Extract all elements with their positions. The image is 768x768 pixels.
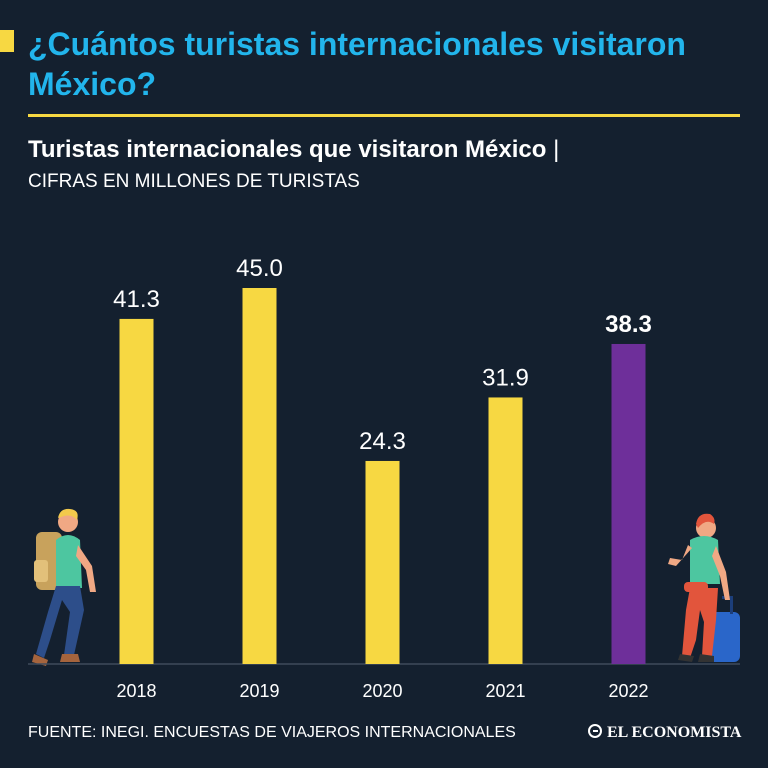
- headline: ¿Cuántos turistas internacionales visita…: [28, 26, 686, 102]
- bar-2018: [119, 318, 154, 664]
- brand-mark-icon: [588, 724, 602, 738]
- bar-2019: [242, 288, 277, 664]
- footer-source: FUENTE: INEGI. ENCUESTAS DE VIAJEROS INT…: [28, 724, 516, 741]
- bar-2020: [365, 460, 400, 664]
- traveler-illustration-icon: [668, 513, 740, 662]
- brand-name: EL ECONOMISTA: [607, 724, 742, 741]
- bar-2022: [611, 343, 646, 664]
- chart-title-separator: |: [553, 136, 560, 163]
- x-tick-label-2020: 2020: [362, 681, 402, 701]
- value-label-2020: 24.3: [359, 428, 406, 455]
- x-tick-label-2021: 2021: [485, 681, 525, 701]
- x-tick-label-2018: 2018: [116, 681, 156, 701]
- bar-2021: [488, 397, 523, 664]
- brand-logo: EL ECONOMISTA: [588, 723, 741, 743]
- value-label-2018: 41.3: [113, 286, 160, 313]
- x-tick-label-2019: 2019: [239, 681, 279, 701]
- x-tick-label-2022: 2022: [608, 681, 648, 701]
- accent-square: [0, 30, 14, 52]
- chart-title-text: Turistas internacionales que visitaron M…: [28, 136, 547, 163]
- value-label-2019: 45.0: [236, 255, 283, 282]
- value-label-2022: 38.3: [605, 311, 652, 338]
- chart-subtitle: CIFRAS EN MILLONES DE TURISTAS: [28, 171, 360, 192]
- chart-bars: 41.3 2018 45.0 2019 24.3 2020 31.9 2021 38.3 2022: [113, 255, 652, 701]
- value-label-2021: 31.9: [482, 364, 529, 391]
- chart-title: Turistas internacionales que visitaron M…: [28, 135, 748, 165]
- title-divider: [28, 114, 740, 117]
- backpacker-illustration-icon: [32, 508, 96, 666]
